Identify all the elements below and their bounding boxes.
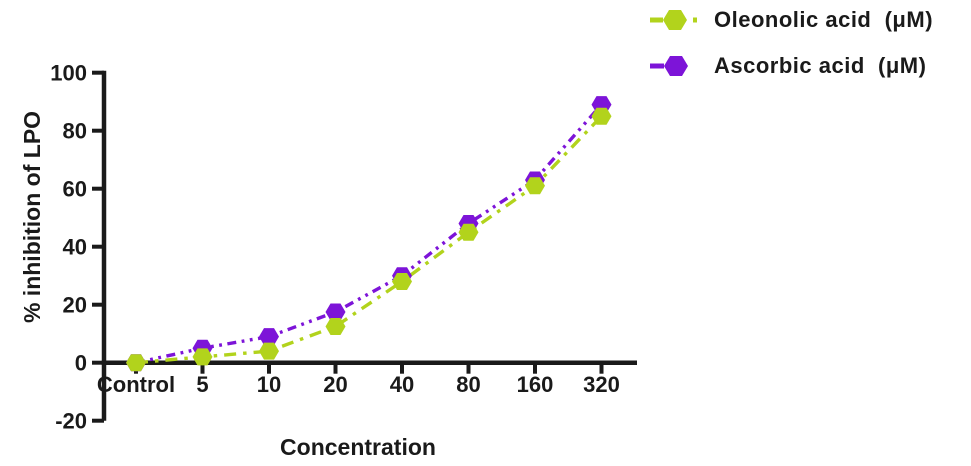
svg-text:20: 20 — [63, 293, 87, 318]
svg-text:10: 10 — [257, 372, 281, 397]
ascorbic-acid-marker-icon — [650, 56, 688, 76]
series-line-0 — [135, 115, 603, 365]
legend-item-oleonolic-acid: Oleonolic acid (μM) — [648, 2, 933, 38]
y-axis-ticks: 100 80 60 40 20 0 -20 — [50, 61, 104, 434]
svg-text:80: 80 — [456, 372, 480, 397]
svg-text:Concentration: Concentration — [280, 434, 436, 460]
svg-text:-20: -20 — [55, 409, 87, 434]
svg-text:20: 20 — [323, 372, 347, 397]
oleonolic-acid-marker-icon — [650, 10, 697, 30]
svg-text:160: 160 — [517, 372, 554, 397]
svg-text:40: 40 — [63, 235, 87, 260]
legend-item-ascorbic-acid: Ascorbic acid (μM) — [648, 48, 933, 84]
svg-text:0: 0 — [75, 351, 87, 376]
series-line-1 — [135, 103, 603, 365]
axis-titles: Concentration % inhibition of LPO — [19, 111, 436, 460]
svg-text:40: 40 — [390, 372, 414, 397]
x-axis-ticks: Control 5 10 20 40 80 160 320 — [97, 362, 620, 397]
svg-text:60: 60 — [63, 177, 87, 202]
series-markers-0 — [126, 107, 612, 372]
svg-text:% inhibition of LPO: % inhibition of LPO — [19, 111, 45, 323]
svg-text:100: 100 — [50, 61, 87, 86]
svg-text:80: 80 — [63, 119, 87, 144]
svg-text:Control: Control — [97, 372, 175, 397]
svg-text:5: 5 — [196, 372, 208, 397]
axes — [101, 70, 637, 421]
svg-text:320: 320 — [583, 372, 620, 397]
legend: Oleonolic acid (μM) Ascorbic acid (μM) — [648, 2, 933, 84]
series-markers-1 — [126, 96, 612, 372]
legend-label-oleonolic-acid: Oleonolic acid (μM) — [714, 7, 934, 32]
legend-label-ascorbic-acid: Ascorbic acid (μM) — [714, 53, 927, 78]
